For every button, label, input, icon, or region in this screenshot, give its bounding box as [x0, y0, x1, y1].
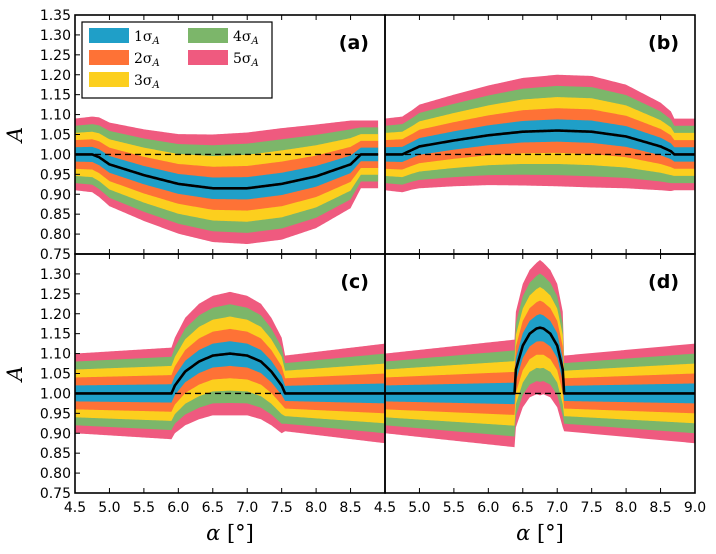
sigma-band-1: [385, 119, 695, 162]
y-axis-label: A: [3, 127, 27, 144]
legend-label: 1σA: [134, 29, 160, 47]
panels-layer: [75, 74, 695, 448]
panel-tag: (a): [339, 32, 369, 54]
x-tick-label: 5.0: [408, 500, 430, 516]
y-tick-label: 0.85: [40, 446, 71, 462]
legend-swatch: [188, 28, 228, 43]
y-tick-label: 1.25: [40, 48, 71, 64]
panel-tag: (b): [648, 32, 679, 54]
legend-swatch: [89, 72, 129, 87]
y-tick-label: 1.30: [40, 28, 71, 44]
x-tick-label: 8.5: [649, 500, 671, 516]
y-tick-label: 0.95: [40, 167, 71, 183]
y-tick-label: 1.00: [40, 386, 71, 402]
sigma-band-1: [75, 146, 379, 200]
legend-label-sub: A: [151, 36, 159, 47]
panel-c: [75, 291, 385, 444]
y-tick-label: 1.00: [40, 147, 71, 163]
y-tick-label: 0.85: [40, 207, 71, 223]
panel-frame: [384, 253, 696, 494]
central-curve: [385, 129, 695, 156]
y-tick-label: 0.90: [40, 187, 71, 203]
y-tick-label: 1.05: [40, 367, 71, 383]
x-axis-label: α [°]: [206, 521, 254, 545]
panel-b: [385, 74, 695, 193]
x-tick-label: 7.5: [581, 500, 603, 516]
x-tick-label: 7.5: [271, 500, 293, 516]
y-tick-label: 0.80: [40, 466, 71, 482]
x-tick-label: 8.0: [305, 500, 327, 516]
panel-tag: (d): [648, 271, 679, 293]
legend-swatch: [89, 50, 129, 65]
legend-label-sub: A: [151, 80, 159, 91]
panel-tag: (c): [340, 271, 369, 293]
legend-label-sub: A: [250, 58, 258, 69]
y-tick-label: 1.20: [40, 307, 71, 323]
y-tick-label: 1.10: [40, 347, 71, 363]
legend-label-main: 5σ: [233, 51, 252, 67]
central-curve: [75, 352, 385, 395]
x-tick-label: 9.0: [684, 500, 706, 516]
legend-label-main: 1σ: [134, 29, 153, 45]
x-tick-label: 8.5: [339, 500, 361, 516]
x-tick-label: 7.0: [546, 500, 568, 516]
y-tick-label: 1.30: [40, 267, 71, 283]
panel-a: [75, 116, 379, 245]
central-curve: [385, 326, 695, 395]
x-tick-label: 4.5: [64, 500, 86, 516]
y-tick-label: 1.15: [40, 88, 71, 104]
legend-label: 3σA: [134, 73, 160, 91]
x-tick-label: 5.5: [443, 500, 465, 516]
panel-d: [385, 259, 695, 448]
x-tick-label: 5.5: [133, 500, 155, 516]
legend-label: 4σA: [233, 29, 259, 47]
y-tick-label: 1.20: [40, 68, 71, 84]
y-tick-label: 1.05: [40, 128, 71, 144]
x-axis-unit: [°]: [537, 521, 564, 545]
y-tick-label: 1.25: [40, 287, 71, 303]
y-tick-label: 1.35: [40, 8, 71, 24]
x-tick-label: 6.0: [167, 500, 189, 516]
legend-label-main: 4σ: [233, 29, 252, 45]
y-tick-label: 0.75: [40, 247, 71, 263]
y-tick-label: 0.90: [40, 426, 71, 442]
y-tick-label: 0.75: [40, 486, 71, 502]
x-tick-label: 5.0: [98, 500, 120, 516]
legend-label-sub: A: [250, 36, 258, 47]
axes-layer: (a) (b) (c) (d) 0.75 0.80 0.85 0.90 0.95 1.00 1.05…: [3, 8, 706, 545]
sigma-band-2: [75, 139, 379, 211]
x-axis-symbol: α: [206, 521, 227, 545]
legend-label-main: 3σ: [134, 73, 153, 89]
y-tick-label: 0.80: [40, 227, 71, 243]
central-curve: [75, 153, 379, 190]
y-tick-label: 1.15: [40, 327, 71, 343]
x-axis-unit: [°]: [227, 521, 254, 545]
x-axis-label: α [°]: [516, 521, 564, 545]
y-axis-label: A: [3, 366, 27, 383]
x-tick-label: 8.0: [615, 500, 637, 516]
legend-label: 5σA: [233, 51, 259, 69]
x-tick-label: 6.5: [202, 500, 224, 516]
x-tick-label: 7.0: [236, 500, 258, 516]
sigma-band-1: [385, 314, 695, 405]
legend-label: 2σA: [134, 51, 160, 69]
x-axis-symbol: α: [516, 521, 537, 545]
legend-swatch: [188, 50, 228, 65]
x-tick-label: 6.0: [477, 500, 499, 516]
x-tick-label: 6.5: [512, 500, 534, 516]
legend-label-sub: A: [151, 58, 159, 69]
y-tick-label: 0.95: [40, 406, 71, 422]
legend-label-main: 2σ: [134, 51, 153, 67]
y-tick-label: 1.10: [40, 108, 71, 124]
legend-swatch: [89, 28, 129, 43]
sigma-band-1: [75, 341, 385, 404]
x-tick-label: 4.5: [374, 500, 396, 516]
